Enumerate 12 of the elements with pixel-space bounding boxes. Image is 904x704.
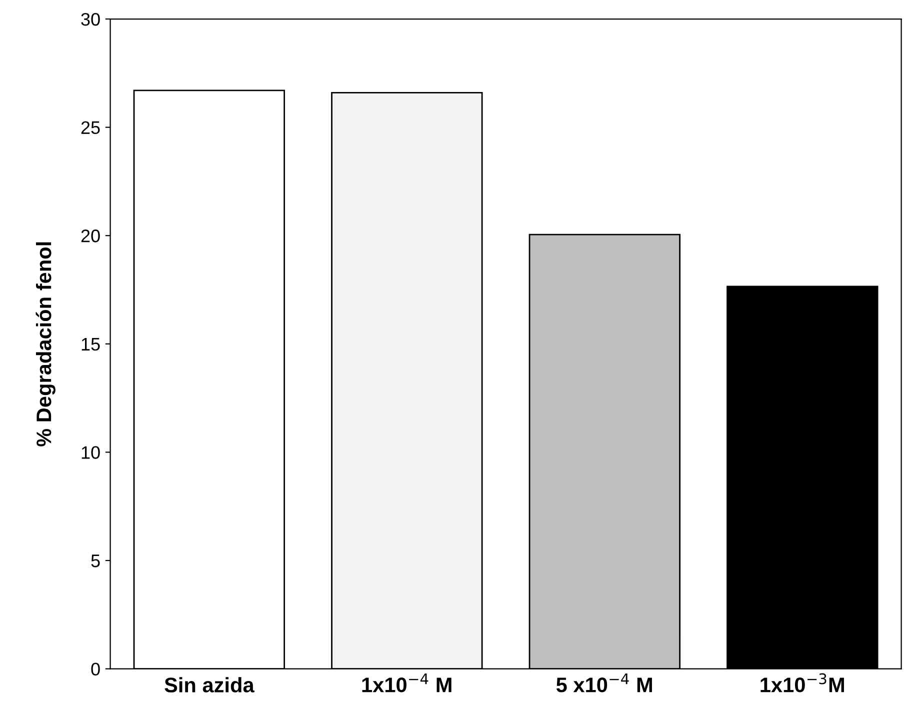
y-tick-label: 30 xyxy=(81,12,100,26)
y-tick-label: 5 xyxy=(91,554,100,568)
y-tick-label: 25 xyxy=(81,121,100,134)
y-tick-label: 0 xyxy=(91,662,100,676)
y-axis-title: % Degradación fenol xyxy=(36,242,56,446)
x-tick-label: 5 x10$^{−4}$ M xyxy=(556,673,652,692)
x-tick-label: 1x10$^{−4}$ M xyxy=(362,673,452,692)
y-tick-label: 15 xyxy=(82,338,100,351)
x-tick-label: 1x10$^{−3}$M xyxy=(760,673,844,692)
y-tick-label: 20 xyxy=(81,230,100,242)
x-tick-label: Sin azida xyxy=(164,677,254,692)
y-tick-label: 10 xyxy=(82,446,100,459)
